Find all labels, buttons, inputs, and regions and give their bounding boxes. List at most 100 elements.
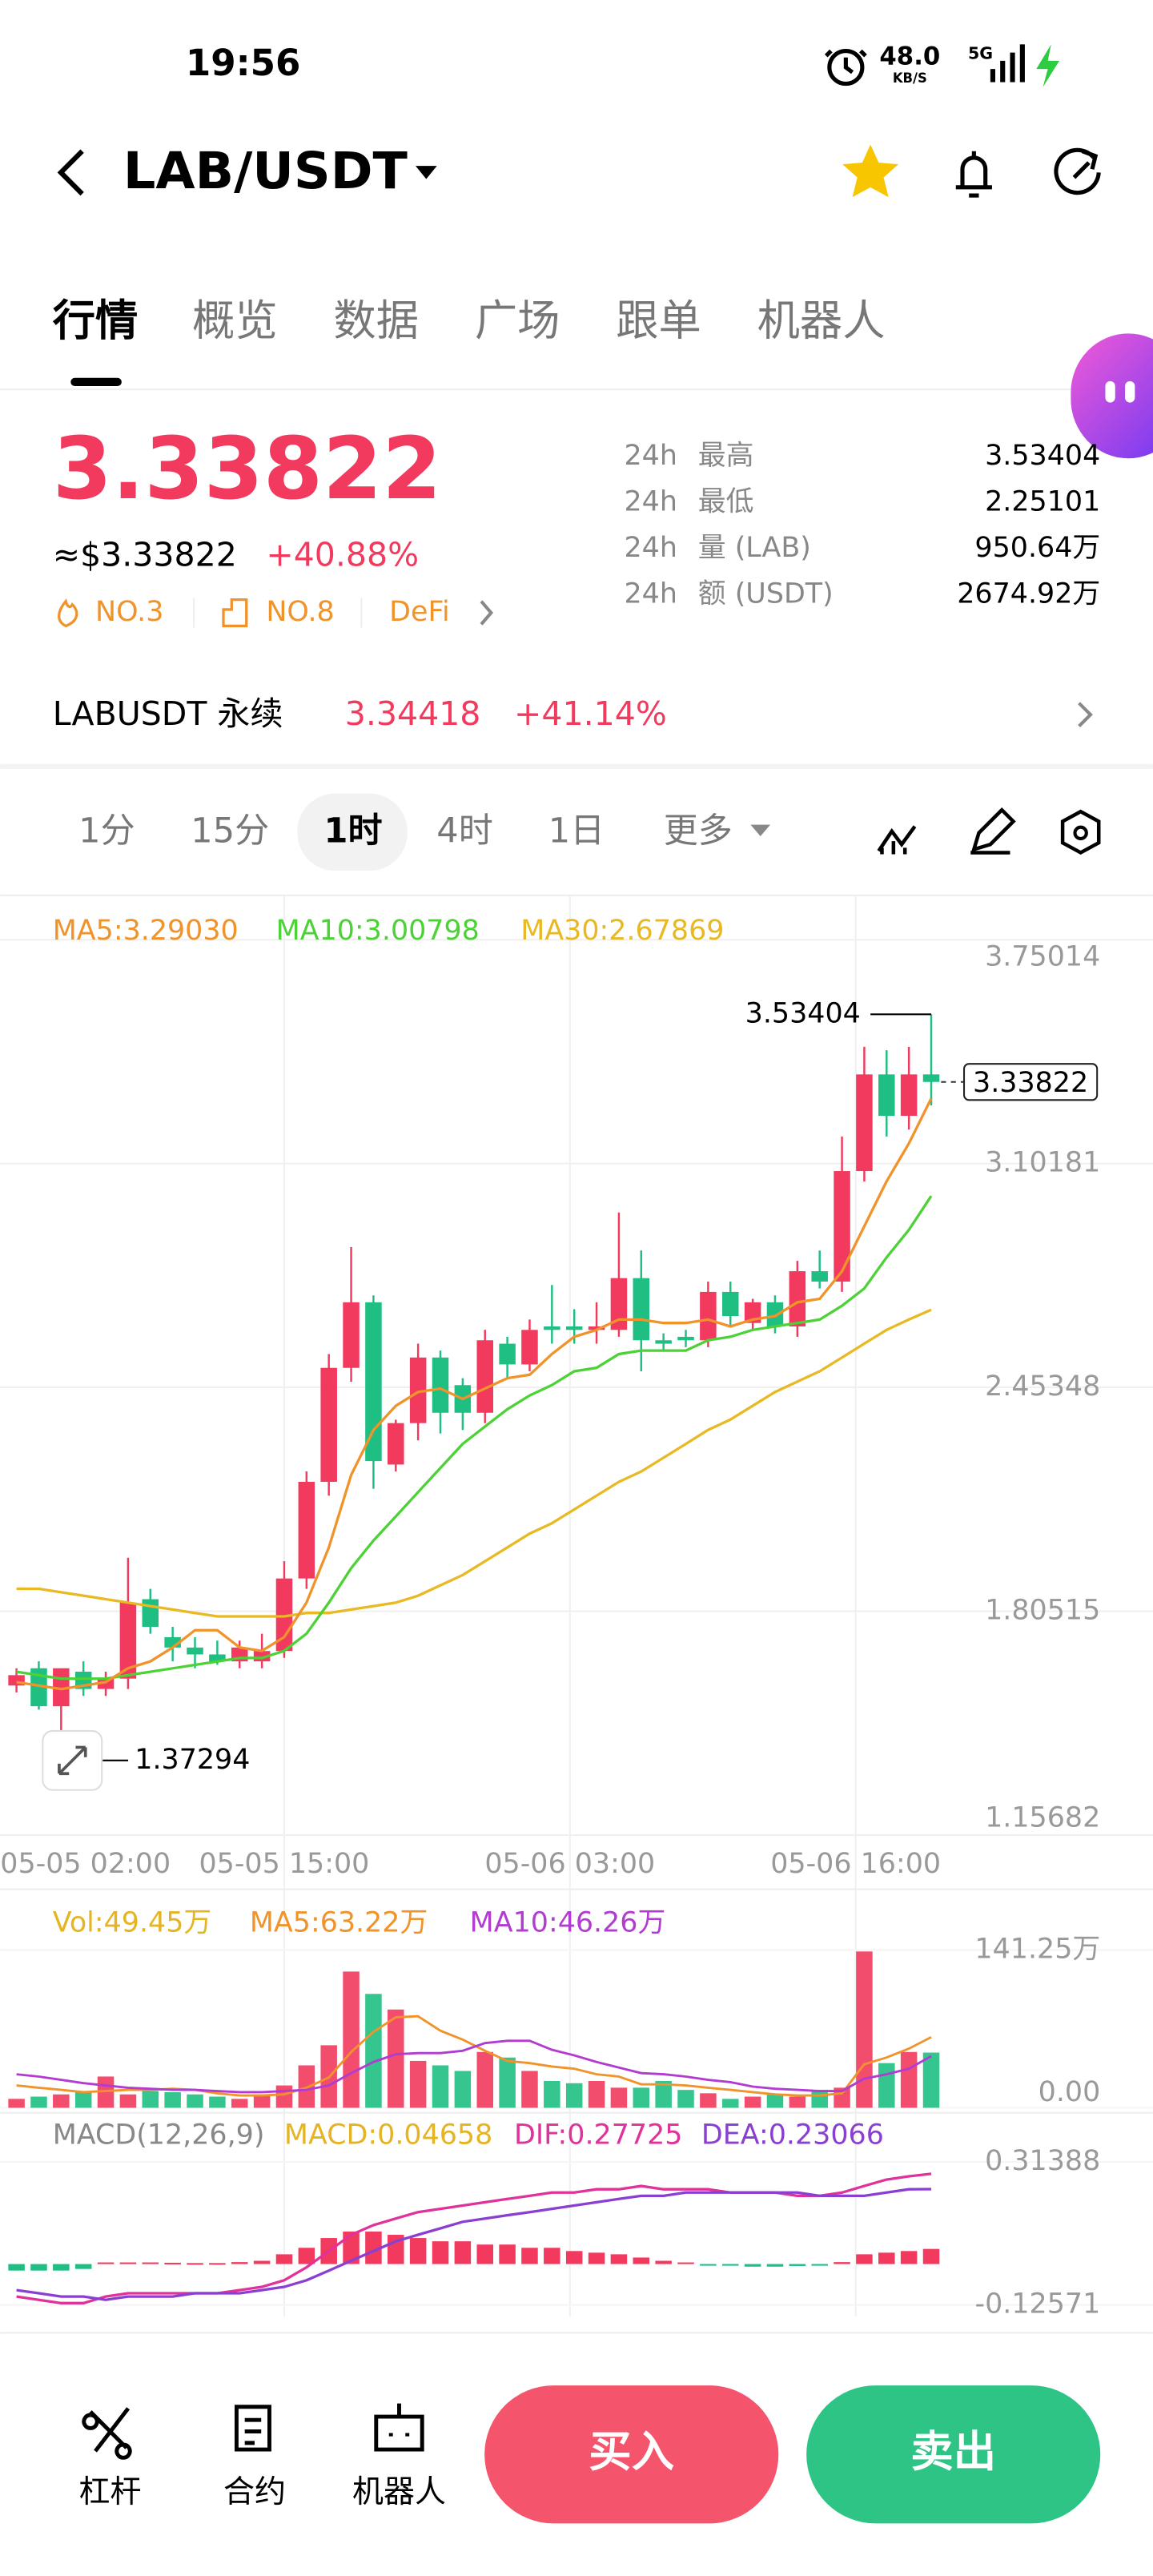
candle-body	[142, 1599, 159, 1627]
share-button[interactable]	[1054, 147, 1101, 195]
indicator-line	[16, 1308, 932, 1618]
legend-entry: MA5:63.22万	[250, 1907, 428, 1939]
alert-bell[interactable]	[955, 151, 992, 198]
candle-body	[633, 1278, 650, 1341]
macd-bar	[454, 2241, 472, 2264]
x-tick-label: 05-06 03:00	[484, 1848, 655, 1880]
leverage-icon[interactable]	[82, 2407, 132, 2460]
rank-tag[interactable]: NO.3	[95, 596, 163, 628]
macd-bar	[633, 2257, 650, 2264]
candle-body	[878, 1074, 895, 1117]
macd-bar	[432, 2241, 449, 2264]
high-label: 3.53404	[745, 997, 861, 1029]
buy-button[interactable]	[484, 2385, 779, 2524]
interval[interactable]: 更多	[664, 811, 733, 851]
back-button[interactable]	[57, 149, 84, 196]
candle-body	[834, 1171, 850, 1282]
last-price: 3.33822	[53, 420, 442, 519]
tab[interactable]: 数据	[333, 296, 419, 346]
perp-change: +41.14%	[514, 694, 667, 733]
volume-bar	[454, 2071, 472, 2108]
macd-bar	[834, 2262, 850, 2264]
sell-button[interactable]	[806, 2385, 1101, 2524]
nav-label[interactable]: 机器人	[352, 2474, 446, 2510]
volume-bar	[565, 2083, 583, 2108]
chevron[interactable]	[1078, 702, 1093, 728]
perp-name[interactable]: LABUSDT 永续	[53, 694, 283, 733]
favorite-star[interactable]	[842, 144, 898, 198]
y-tick-label: 0.00	[1039, 2076, 1101, 2108]
volume-bar	[409, 2060, 427, 2108]
macd-bar	[766, 2264, 784, 2267]
macd-bar	[187, 2263, 203, 2265]
y-tick-label: 0.31388	[985, 2145, 1100, 2177]
rank-tag[interactable]: NO.8	[266, 596, 334, 628]
macd-bar	[209, 2263, 226, 2265]
candle-body	[544, 1326, 560, 1330]
tab[interactable]: 行情	[53, 296, 139, 346]
volume-bar	[231, 2099, 248, 2108]
tab[interactable]: 概览	[192, 296, 278, 346]
candle-body	[565, 1326, 583, 1330]
macd-bar	[253, 2260, 271, 2264]
bot-icon[interactable]	[374, 2403, 424, 2452]
stat-label: 量 (LAB)	[698, 532, 811, 564]
net-speed: 48.0	[879, 42, 940, 70]
macd-bar	[544, 2248, 560, 2264]
interval[interactable]: 1日	[548, 811, 605, 851]
volume-bar	[856, 1951, 873, 2108]
pair-title[interactable]: LAB/USDT	[123, 141, 408, 200]
nav-label[interactable]: 杠杆	[79, 2474, 142, 2510]
legend-entry: MA10:46.26万	[470, 1907, 666, 1939]
macd-bar	[97, 2262, 114, 2264]
contract-icon[interactable]	[234, 2405, 271, 2452]
tab[interactable]: 跟单	[616, 296, 701, 346]
buy-label[interactable]: 买入	[589, 2427, 674, 2477]
y-tick-label: 141.25万	[974, 1934, 1100, 1966]
candle-body	[922, 1074, 940, 1082]
candle-body	[856, 1074, 873, 1172]
volume-bar	[789, 2096, 806, 2108]
price-change: +40.88%	[266, 535, 419, 574]
indicator-button[interactable]	[877, 825, 917, 855]
macd-bar	[811, 2264, 828, 2266]
interval[interactable]: 1时	[324, 811, 383, 851]
settings-button[interactable]	[1060, 809, 1101, 855]
volume-bar	[253, 2094, 271, 2108]
tab[interactable]: 机器人	[757, 296, 886, 346]
volume-bar	[343, 1971, 360, 2108]
sell-label[interactable]: 卖出	[910, 2427, 996, 2477]
legend-entry: MA10:3.00798	[276, 915, 480, 947]
interval[interactable]: 1分	[78, 811, 135, 851]
indicator-line	[16, 1195, 933, 1680]
macd-bar	[53, 2264, 70, 2271]
volume-bar	[53, 2094, 70, 2108]
legend-entry: DIF:0.27725	[514, 2119, 682, 2151]
more-caret[interactable]	[750, 824, 771, 836]
candle-body	[766, 1302, 784, 1327]
interval[interactable]: 4时	[436, 811, 492, 851]
nav-label[interactable]: 合约	[223, 2474, 286, 2510]
stat-value: 3.53404	[985, 440, 1100, 472]
macd-bar	[275, 2254, 293, 2264]
draw-button[interactable]	[970, 807, 1016, 855]
volume-bar	[744, 2096, 761, 2108]
candle-body	[119, 1602, 137, 1679]
sector-tag[interactable]: DeFi	[389, 596, 449, 628]
macd-bar	[298, 2248, 315, 2264]
y-tick-label: 1.80515	[985, 1595, 1100, 1627]
hot-icon	[58, 598, 78, 628]
candle-body	[521, 1330, 538, 1365]
candle-body	[499, 1343, 516, 1365]
volume-bar	[30, 2096, 47, 2108]
tab[interactable]: 广场	[475, 296, 560, 346]
rank-icon	[222, 598, 248, 628]
volume-bar	[388, 2009, 404, 2108]
interval[interactable]: 15分	[191, 811, 269, 851]
macd-bar	[588, 2252, 605, 2264]
pair-dropdown[interactable]	[416, 166, 437, 179]
zoom-icon	[58, 1745, 87, 1776]
macd-bar	[700, 2264, 717, 2266]
macd-bar	[677, 2262, 694, 2264]
